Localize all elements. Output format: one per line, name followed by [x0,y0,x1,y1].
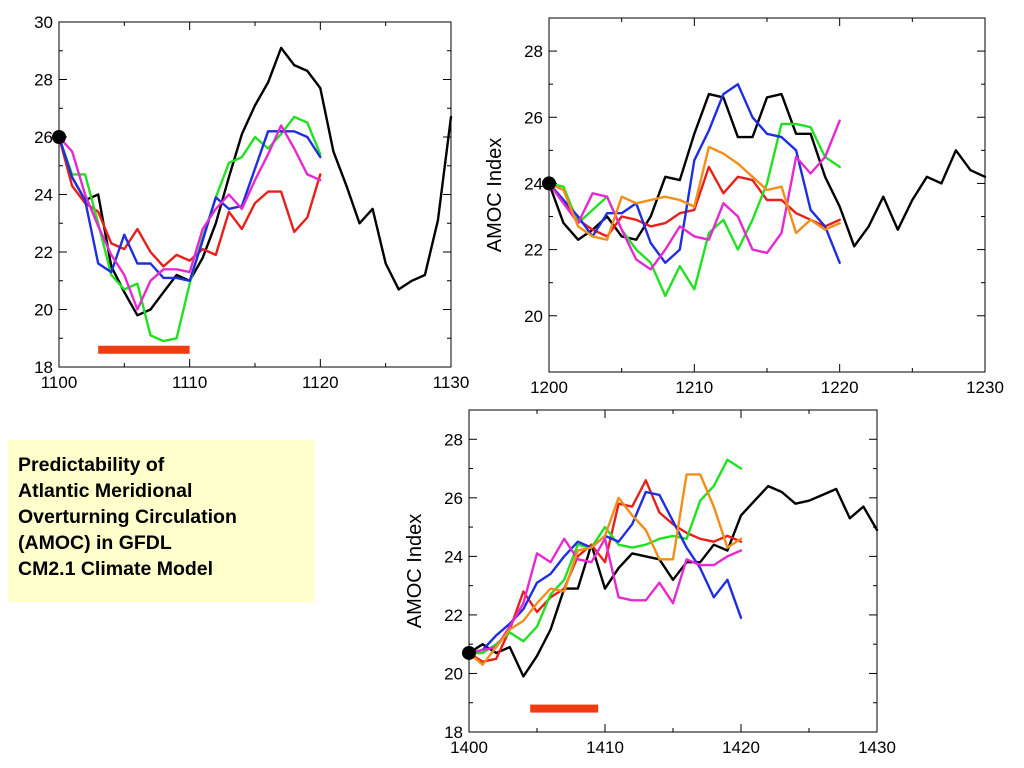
caption-line: Predictability of [18,454,165,476]
series-line-red [547,165,841,238]
start-marker [52,130,66,144]
y-tick-label: 20 [34,301,53,320]
x-tick-label: 1120 [302,373,339,392]
series-line-magenta [467,537,743,655]
x-tick-label: 1110 [172,373,207,392]
y-tick-label: 24 [524,174,543,193]
start-marker [542,176,556,191]
y-tick-label: 26 [444,489,463,508]
series-line-black [547,92,987,248]
y-tick-label: 24 [34,186,53,205]
caption-box: Predictability of Atlantic Meridional Ov… [8,440,314,602]
x-tick-label: 1210 [675,378,713,397]
caption-line: (AMOC) in GFDL [18,532,172,554]
y-tick-label: 26 [34,128,53,147]
series-line-orange [467,473,743,666]
series-line-green [467,458,743,655]
series-line-black [57,46,453,317]
y-tick-label: 22 [34,243,53,262]
x-tick-label: 1100 [41,373,78,392]
plot-frame [58,21,452,368]
y-tick-label: 28 [524,42,543,61]
chart-3: 1400 1410 1420 1430 18 20 22 24 26 28 AMOC Index [404,409,896,757]
caption-line: Atlantic Meridional [18,480,193,502]
period-bar [98,345,190,354]
series-line-blue [547,82,841,264]
x-tick-label: 1410 [586,738,624,757]
period-bar [530,704,599,713]
y-tick-label: 18 [444,723,463,742]
series-line-red [467,479,743,663]
x-tick-label: 1230 [966,378,1004,397]
x-tick-label: 1200 [530,378,568,397]
y-tick-label: 20 [524,307,543,326]
series-line-red [57,135,322,268]
series-line-green [547,122,841,298]
x-tick-label: 1420 [722,738,760,757]
x-tick-label: 1400 [450,738,488,757]
caption-line: Overturning Circulation [18,506,237,528]
x-tick-label: 1220 [821,378,859,397]
series-line-blue [57,130,322,282]
series-line-black [467,484,879,678]
y-tick-label: 22 [444,606,463,625]
x-tick-label: 1130 [433,373,470,392]
series-line-magenta [57,124,322,311]
x-tick-label: 1430 [858,738,896,757]
y-tick-label: 22 [524,241,543,260]
y-tick-label: 18 [34,358,53,377]
y-axis-label: AMOC Index [404,514,426,628]
y-tick-label: 28 [444,430,463,449]
start-marker [462,645,476,660]
y-tick-label: 24 [444,547,463,566]
series-line-magenta [547,119,841,271]
y-tick-label: 26 [524,108,543,127]
chart-2: 1200 1210 1220 1230 20 22 24 26 28 AMOC Index [484,17,1004,397]
series-line-green [57,115,322,343]
caption-line: CM2.1 Climate Model [18,558,214,580]
y-axis-label: AMOC Index [484,138,506,252]
chart-1: 1100 1110 1120 1130 18 20 22 24 26 28 30 [34,13,469,392]
plot-frame [548,17,986,373]
plot-frame [468,409,878,733]
y-tick-label: 30 [34,13,53,32]
y-tick-label: 20 [444,664,463,683]
y-tick-label: 28 [34,71,53,90]
series-line-orange [547,145,841,241]
